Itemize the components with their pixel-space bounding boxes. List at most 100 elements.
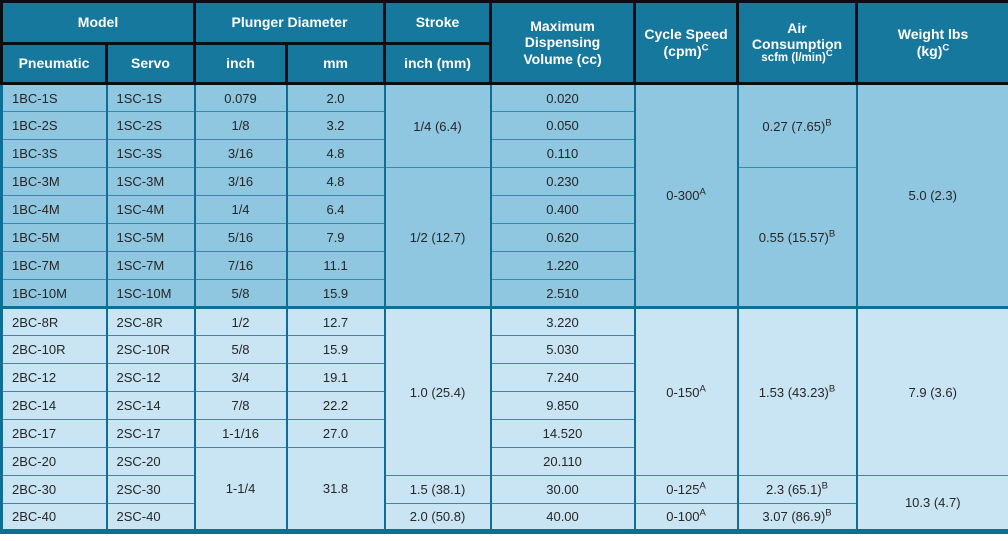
cell-value: 1.220 (546, 258, 579, 273)
cell-mm: 15.9 (285, 279, 386, 308)
header-inch: inch (193, 42, 289, 85)
cell-volume: 0.050 (489, 111, 636, 140)
footnote-c: C (942, 41, 950, 53)
cell-air: 3.07 (86.9)B (736, 503, 858, 534)
table-row: 1BC-2S 1SC-2S 1/8 3.2 0.050 (0, 111, 1008, 140)
cell-value: 3/16 (227, 174, 254, 189)
table-row: 1BC-5M 1SC-5M 5/16 7.9 0.620 (0, 223, 1008, 252)
cell-value: 2BC-30 (12, 482, 57, 497)
cell-volume: 0.400 (489, 195, 636, 224)
cell-value: 1.5 (38.1) (409, 482, 466, 497)
cell-value: 2.0 (50.8) (409, 509, 466, 524)
cell-air: 0.55 (15.57)B (736, 167, 858, 308)
cell-value: 19.1 (322, 370, 349, 385)
table-row: 1BC-1S 1SC-1S 0.079 2.0 1/4 (6.4) 0.020 0-300A… (0, 83, 1008, 308)
cell-pneumatic: 2BC-14 (0, 391, 108, 420)
header-plunger-diameter: Plunger Diameter (193, 0, 387, 45)
cell-servo: 2SC-30 (105, 475, 196, 504)
table-row: 2BC-10R 2SC-10R 5/8 15.9 5.030 (0, 335, 1008, 364)
cell-pneumatic: 2BC-40 (0, 503, 108, 534)
cell-pneumatic: 2BC-12 (0, 363, 108, 392)
table-row: 1BC-3S 1SC-3S 3/16 4.8 0.110 (0, 139, 1008, 168)
cell-servo: 2SC-8R (105, 306, 196, 336)
cell-inch: 1/2 (193, 306, 288, 336)
cell-volume: 9.850 (489, 391, 636, 420)
cell-servo: 2SC-10R (105, 335, 196, 364)
cell-pneumatic: 1BC-2S (0, 111, 108, 140)
cell-value: 1BC-1S (12, 90, 58, 106)
cell-value: 3/4 (231, 370, 250, 385)
cell-value: 40.00 (546, 509, 579, 524)
footnote-b: B (828, 383, 836, 395)
cell-inch: 3/16 (193, 139, 288, 168)
cycle-line2: (cpm)C (663, 41, 709, 59)
cell-weight: 7.9 (3.6) (855, 306, 1008, 476)
footnote-b: B (828, 228, 836, 240)
cell-volume: 5.030 (489, 335, 636, 364)
cell-stroke: 1/4 (6.4) (383, 83, 492, 168)
cell-pneumatic: 2BC-20 (0, 447, 108, 476)
cell-inch: 7/8 (193, 391, 288, 420)
cell-mm: 27.0 (285, 419, 386, 448)
cell-value: 7/16 (227, 258, 254, 273)
footnote-b: B (825, 117, 832, 129)
table-row: 2BC-12 2SC-12 3/4 19.1 7.240 (0, 363, 1008, 392)
cell-mm: 3.2 (285, 111, 386, 140)
cell-value: 1SC-1S (116, 90, 163, 106)
footnote-a: A (699, 507, 706, 519)
cell-value: 15.9 (322, 342, 349, 357)
cell-value: 0-125 (666, 482, 700, 497)
table-header: Model Plunger Diameter Stroke Maximum Di… (0, 0, 1008, 85)
cell-value: 7.240 (546, 370, 579, 385)
cell-value: 1BC-2S (12, 118, 58, 133)
cell-value: 0.27 (7.65) (762, 118, 826, 134)
cell-value: 2SC-14 (116, 398, 161, 413)
cell-value: 2SC-20 (116, 454, 161, 469)
cell-pneumatic: 2BC-10R (0, 335, 108, 364)
air-line2: Consumption (751, 35, 843, 52)
volume-line2: Dispensing (524, 34, 601, 51)
cell-value: 1BC-5M (12, 230, 60, 245)
cell-value: 15.9 (322, 285, 349, 301)
cell-value: 0-100 (666, 509, 700, 524)
cycle-line1: Cycle Speed (644, 26, 728, 43)
cell-value: 1SC-3M (116, 174, 165, 189)
cell-servo: 1SC-3S (105, 139, 196, 168)
cell-inch: 3/16 (193, 167, 288, 196)
cell-value: 2SC-12 (116, 370, 161, 385)
cell-air: 1.53 (43.23)B (736, 306, 858, 476)
table-body: 1BC-1S 1SC-1S 0.079 2.0 1/4 (6.4) 0.020 0-300A… (0, 83, 1008, 534)
footnote-c: C (701, 41, 709, 53)
cell-value: 27.0 (322, 426, 349, 441)
cell-value: 14.520 (542, 426, 583, 441)
cell-inch: 1-1/4 (193, 447, 288, 532)
cell-servo: 2SC-12 (105, 363, 196, 392)
cell-value: 1.53 (43.23) (758, 384, 829, 400)
cell-servo: 1SC-2S (105, 111, 196, 140)
header-stroke-unit: inch (mm) (383, 42, 493, 85)
cell-air: 0.27 (7.65)B (736, 83, 858, 168)
cell-pneumatic: 2BC-8R (0, 306, 108, 336)
cell-pneumatic: 1BC-3M (0, 167, 108, 196)
cell-value: 0.400 (546, 202, 579, 217)
cell-value: 1SC-7M (116, 258, 165, 273)
cell-value: 3.07 (86.9) (762, 509, 826, 524)
cell-value: 30.00 (546, 482, 579, 497)
cell-value: 1BC-3S (12, 146, 58, 161)
cell-inch: 0.079 (193, 83, 288, 112)
cell-value: 2SC-10R (116, 342, 170, 357)
air-line1: Air (787, 19, 807, 36)
cell-value: 2BC-12 (12, 370, 57, 385)
cell-value: 2SC-40 (116, 509, 161, 524)
cell-value: 1BC-7M (12, 258, 60, 273)
cell-value: 2SC-17 (116, 426, 161, 441)
cell-volume: 0.230 (489, 167, 636, 196)
cell-value: 2BC-8R (12, 314, 59, 330)
cell-value: 5.030 (546, 342, 579, 357)
cell-volume: 7.240 (489, 363, 636, 392)
cell-volume: 20.110 (489, 447, 636, 476)
cell-volume: 14.520 (489, 419, 636, 448)
cell-pneumatic: 2BC-30 (0, 475, 108, 504)
cell-value: 2BC-20 (12, 454, 57, 469)
